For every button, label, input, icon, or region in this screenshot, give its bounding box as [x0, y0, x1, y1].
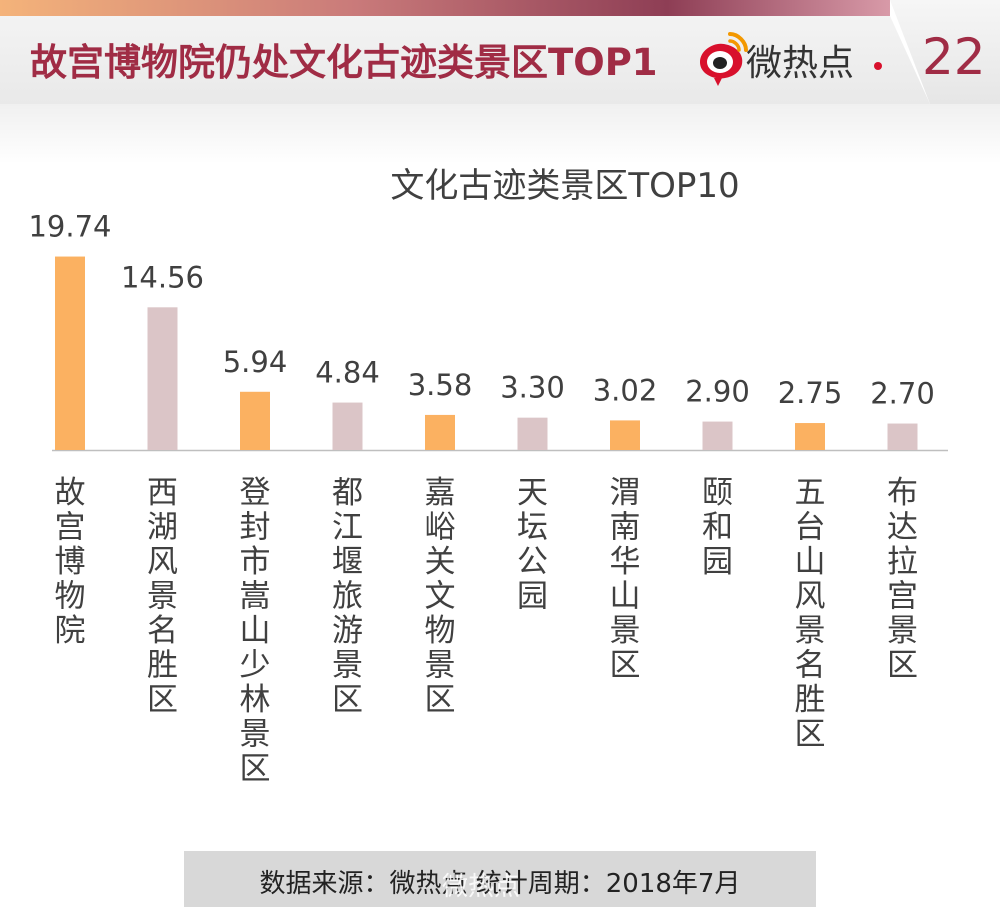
weibo-brand-logo: 微热点: [694, 28, 894, 88]
value-label-10: 2.70: [870, 377, 935, 411]
chart-title: 文化古迹类景区TOP10: [390, 166, 740, 206]
bar-7: [610, 420, 640, 450]
header-stripe: [0, 0, 890, 16]
bar-6: [517, 417, 548, 450]
bar-1: [55, 256, 85, 450]
bar-9: [795, 423, 825, 450]
category-label-10: 布达拉宫景区: [887, 475, 918, 684]
data-source-text: 数据来源：微热点 统计周期：2018年7月: [259, 869, 741, 899]
value-label-3: 5.94: [223, 345, 288, 379]
weibo-eye-icon: [700, 32, 748, 86]
category-label-5: 嘉峪关文物景区: [425, 475, 456, 718]
value-label-4: 4.84: [315, 356, 380, 390]
brand-dot: [874, 62, 882, 70]
category-label-8: 颐和园: [702, 475, 733, 580]
category-label-6: 天坛公园: [517, 475, 548, 615]
bar-8: [702, 421, 733, 450]
bar-5: [425, 414, 455, 450]
category-label-7: 渭南华山景区: [610, 475, 641, 684]
value-label-7: 3.02: [593, 373, 658, 407]
category-label-1: 故宫博物院: [55, 475, 86, 649]
value-label-2: 14.56: [121, 260, 204, 294]
value-label-1: 19.74: [28, 210, 111, 244]
category-label-4: 都江堰旅游景区: [332, 475, 363, 718]
bar-4: [332, 402, 363, 450]
category-label-3: 登封市嵩山少林景区: [240, 475, 271, 787]
value-label-8: 2.90: [685, 375, 750, 409]
category-label-9: 五台山风景名胜区: [795, 475, 826, 753]
watermark: 微热点: [442, 872, 521, 902]
bar-3: [240, 391, 270, 450]
value-label-6: 3.30: [500, 371, 565, 405]
category-label-2: 西湖风景名胜区: [147, 475, 178, 718]
page-title: 故宫博物院仍处文化古迹类景区TOP1: [30, 41, 658, 84]
header-shadow: [0, 104, 1000, 164]
bar-10: [887, 423, 918, 450]
value-label-5: 3.58: [408, 368, 473, 402]
header-band: [0, 16, 930, 104]
footer-source-box: 数据来源：微热点 统计周期：2018年7月: [184, 851, 816, 907]
page-number: 22: [922, 28, 986, 86]
bar-2: [147, 307, 178, 450]
brand-name: 微热点: [746, 43, 855, 84]
value-label-9: 2.75: [778, 376, 843, 410]
